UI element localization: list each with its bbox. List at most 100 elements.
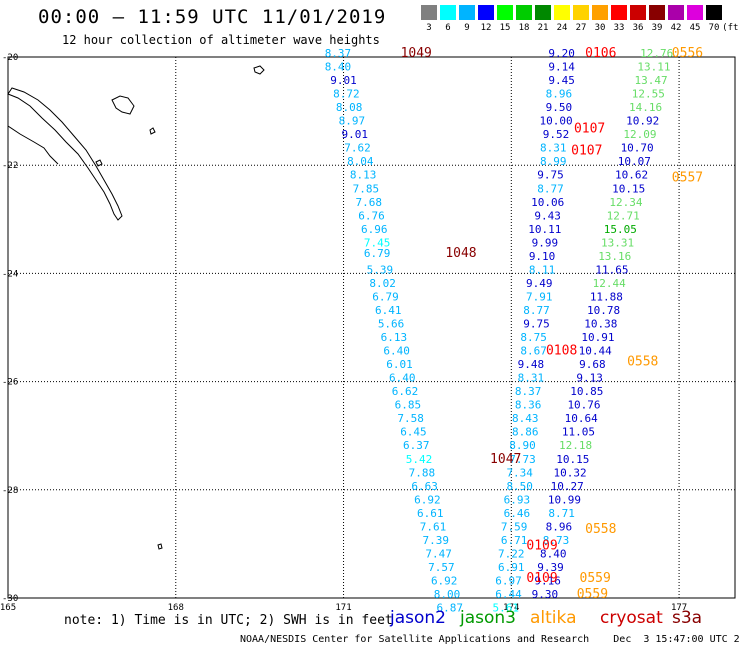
wave-height-s3a: 7.85 <box>353 182 380 195</box>
scale-label-27: 27 <box>575 23 587 33</box>
scale-label-70: 70 <box>708 23 720 33</box>
scale-swatch-27 <box>573 5 589 20</box>
wave-height-jason2: 8.86 <box>512 426 539 439</box>
wave-height-jason3: 10.15 <box>556 453 589 466</box>
chart-subtitle: 12 hour collection of altimeter wave hei… <box>62 33 380 47</box>
scale-label-45: 45 <box>689 23 701 33</box>
scale-label-3: 3 <box>426 23 432 33</box>
pass-label: 1049 <box>401 46 432 61</box>
wave-height-jason2: 6.93 <box>504 493 531 506</box>
wave-height-s3a: 6.85 <box>395 399 422 412</box>
wave-height-jason3: 12.18 <box>559 439 592 452</box>
wave-height-jason2: 9.48 <box>518 358 545 371</box>
wave-height-s3a: 6.45 <box>400 426 427 439</box>
credit-line: NOAA/NESDIS Center for Satellite Applica… <box>240 634 740 645</box>
scale-label-24: 24 <box>556 23 568 33</box>
wave-height-s3a: 7.58 <box>397 412 424 425</box>
scale-label-15: 15 <box>499 23 511 33</box>
wave-height-jason3: 10.07 <box>618 155 651 168</box>
wave-height-jason3: 10.15 <box>612 182 645 195</box>
pass-label: 0556 <box>672 46 703 61</box>
scale-swatch-9 <box>459 5 475 20</box>
wave-height-s3a: 6.92 <box>414 493 441 506</box>
wave-height-jason2: 9.75 <box>537 169 564 182</box>
pass-label: 1048 <box>445 246 476 261</box>
pass-label: 0109 <box>526 571 557 586</box>
wave-height-s3a: 6.87 <box>437 602 464 612</box>
wave-height-jason2: 5.61 <box>492 602 519 612</box>
wave-height-s3a: 6.41 <box>375 304 402 317</box>
pass-label: 0106 <box>585 46 616 61</box>
wave-height-jason2: 9.52 <box>543 128 570 141</box>
wave-height-s3a: 8.04 <box>347 155 374 168</box>
wave-height-s3a: 8.37 <box>325 47 352 60</box>
pass-label: 0557 <box>672 170 703 185</box>
x-tick-label: 171 <box>335 603 351 612</box>
plot-frame <box>7 56 736 599</box>
wave-height-s3a: 6.63 <box>411 480 438 493</box>
wave-height-jason2: 8.31 <box>518 372 545 385</box>
wave-height-jason2: 6.71 <box>501 534 528 547</box>
scale-unit-label: (ft) <box>722 23 740 33</box>
x-tick-label: 165 <box>0 603 16 612</box>
wave-height-jason2: 8.67 <box>520 345 547 358</box>
y-tick-label: -28 <box>2 486 18 496</box>
wave-height-jason3: 10.92 <box>626 115 659 128</box>
wave-height-s3a: 8.00 <box>434 588 461 601</box>
wave-height-jason3: 9.13 <box>576 372 603 385</box>
pass-label: 1047 <box>490 452 521 467</box>
wave-height-jason2: 9.50 <box>546 101 573 114</box>
wave-height-jason3: 10.99 <box>548 493 581 506</box>
wave-height-jason2: 9.99 <box>532 236 559 249</box>
wave-height-s3a: 7.88 <box>409 466 436 479</box>
legend-jason2: jason2 <box>390 608 446 628</box>
wave-height-jason3: 8.40 <box>540 547 567 560</box>
wave-height-jason2: 7.22 <box>498 547 525 560</box>
wave-height-s3a: 9.01 <box>341 128 368 141</box>
wave-height-jason3: 10.64 <box>565 412 598 425</box>
wave-height-s3a: 7.62 <box>344 142 371 155</box>
wave-height-jason2: 7.59 <box>501 520 528 533</box>
wave-height-jason2: 6.97 <box>495 574 522 587</box>
axes: 165 168 171 174 177 -20 -22 -24 -26 -28 -30 <box>0 53 736 612</box>
wave-height-s3a: 5.42 <box>406 453 433 466</box>
pass-label: 0558 <box>585 522 616 537</box>
scale-label-42: 42 <box>670 23 682 33</box>
pass-label: 0559 <box>577 587 608 602</box>
wave-height-jason3: 12.71 <box>607 209 640 222</box>
wave-height-jason3: 10.32 <box>553 466 586 479</box>
wave-height-s3a: 8.08 <box>336 101 363 114</box>
wave-height-jason2: 9.14 <box>548 61 575 74</box>
wave-height-s3a: 8.97 <box>339 115 366 128</box>
wave-height-s3a: 7.39 <box>423 534 450 547</box>
wave-height-jason2: 8.37 <box>515 385 542 398</box>
wave-height-jason3: 14.16 <box>629 101 662 114</box>
pass-label: 0107 <box>574 122 605 137</box>
wave-height-jason3: 10.70 <box>621 142 654 155</box>
scale-swatch-12 <box>478 5 494 20</box>
scale-label-21: 21 <box>537 23 549 33</box>
chart-title: 00:00 – 11:59 UTC 11/01/2019 <box>38 6 387 28</box>
wave-height-jason3: 11.65 <box>595 263 628 276</box>
wave-height-s3a: 6.96 <box>361 223 388 236</box>
scale-label-36: 36 <box>632 23 644 33</box>
wave-height-s3a: 6.79 <box>372 290 399 303</box>
data-marks: 8.378.409.018.728.088.979.017.628.048.13… <box>325 46 703 612</box>
pass-label: 0559 <box>580 571 611 586</box>
scale-label-33: 33 <box>613 23 625 33</box>
wave-height-s3a: 8.72 <box>333 88 360 101</box>
wave-height-jason2: 10.11 <box>528 223 561 236</box>
wave-height-jason3: 10.38 <box>584 318 617 331</box>
scale-swatch-15 <box>497 5 513 20</box>
pass-label: 0109 <box>526 538 557 553</box>
wave-height-s3a: 6.01 <box>386 358 413 371</box>
wave-height-s3a: 6.76 <box>358 209 385 222</box>
scale-label-12: 12 <box>480 23 492 33</box>
wave-height-jason3: 10.76 <box>567 399 600 412</box>
scale-swatch-21 <box>535 5 551 20</box>
wave-height-jason3: 12.76 <box>640 47 673 60</box>
wave-height-s3a: 5.39 <box>367 263 394 276</box>
scale-swatch-70 <box>706 5 722 20</box>
wave-height-jason3: 12.44 <box>593 277 626 290</box>
y-tick-label: -26 <box>2 378 18 388</box>
